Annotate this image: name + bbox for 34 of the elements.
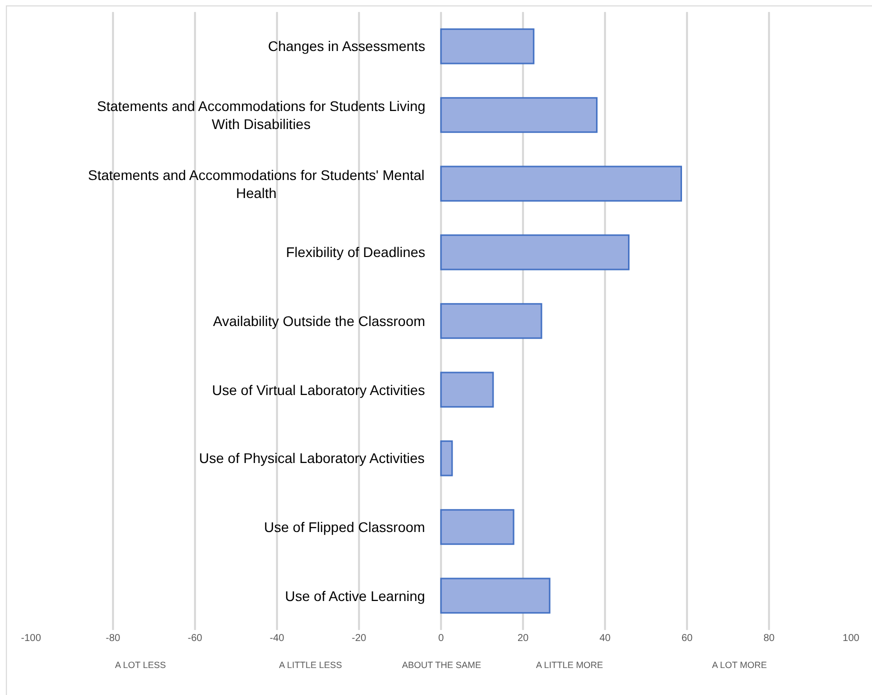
y-tick-label: Statements and Accommodations for Students Living With Disabilities xyxy=(97,98,426,132)
x-tick-label: -80 xyxy=(106,633,121,644)
y-tick-label: Use of Virtual Laboratory Activities xyxy=(212,382,425,398)
y-tick-label: Statements and Accommodations for Students' Mental Health xyxy=(88,167,425,202)
x-tick-label: -20 xyxy=(352,633,367,644)
bar xyxy=(440,166,682,202)
text: A LITTLE LESS xyxy=(279,660,342,670)
text: A LOT LESS xyxy=(115,660,166,670)
bar xyxy=(440,303,542,339)
x-tick-label: -40 xyxy=(270,633,285,644)
x-tick-label: 0 xyxy=(438,633,444,644)
x-tick-label: 40 xyxy=(599,633,611,644)
bar xyxy=(440,372,494,408)
bar xyxy=(440,578,550,614)
bar xyxy=(440,509,514,545)
x-tick-label: -100 xyxy=(20,633,42,644)
bar xyxy=(440,234,630,270)
text: A LITTLE MORE xyxy=(536,660,604,670)
bar xyxy=(440,440,453,476)
x-tick-label: 80 xyxy=(763,633,775,644)
text: ABOUT THE SAME xyxy=(402,660,482,670)
y-tick-label: Use of Active Learning xyxy=(285,588,426,604)
y-tick-label: Use of Flipped Classroom xyxy=(264,519,426,535)
x-tick-label: 20 xyxy=(517,633,529,644)
x-tick-label: 100 xyxy=(842,633,860,644)
y-tick-label: Use of Physical Laboratory Activities xyxy=(199,450,425,466)
bar xyxy=(440,28,534,64)
y-tick-label: Availability Outside the Classroom xyxy=(213,313,426,329)
bar xyxy=(440,97,598,133)
x-tick-label: 60 xyxy=(681,633,693,644)
y-tick-label: Changes in Assessments xyxy=(268,38,426,54)
text: A LOT MORE xyxy=(712,660,767,670)
y-tick-label: Flexibility of Deadlines xyxy=(286,244,426,260)
x-tick-label: -60 xyxy=(188,633,203,644)
